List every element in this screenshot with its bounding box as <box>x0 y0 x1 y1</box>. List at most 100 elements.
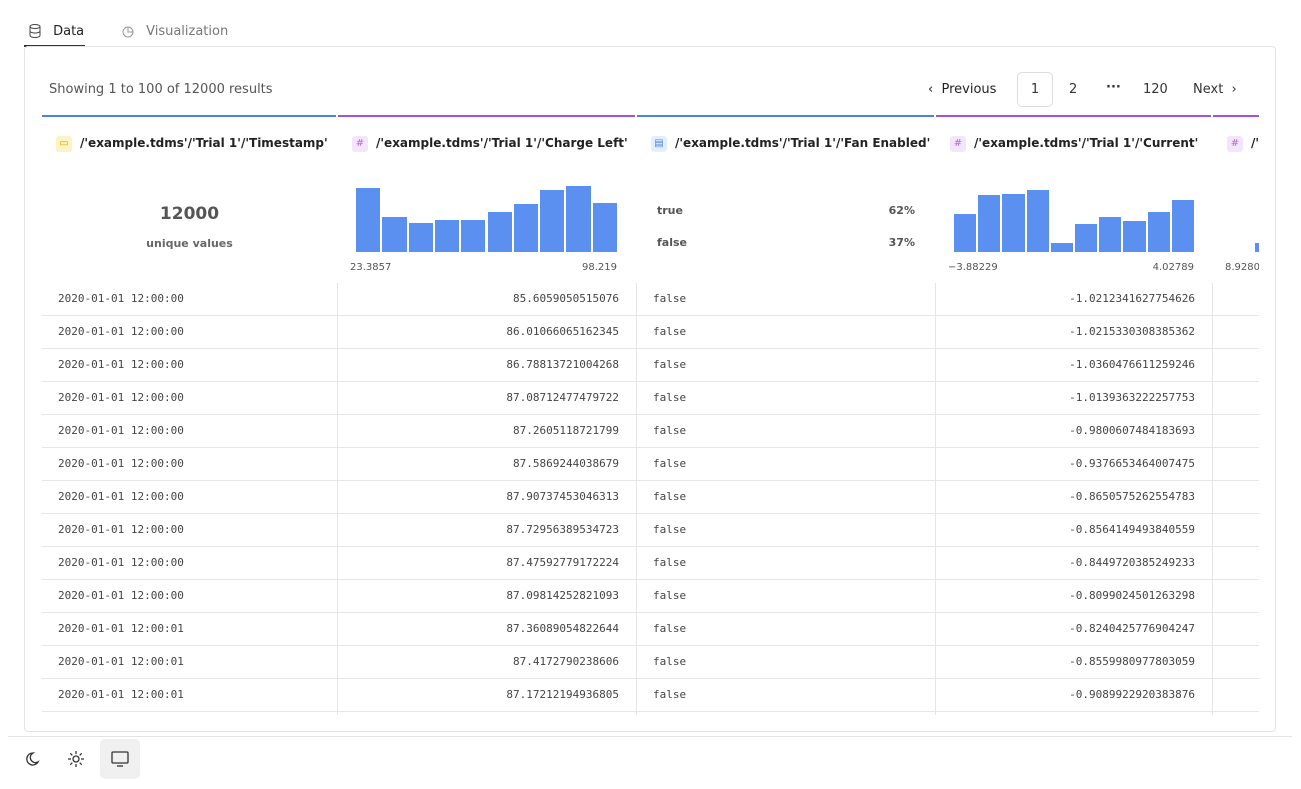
cell: 2020-01-01 12:00:00 <box>58 325 184 338</box>
histogram-bar <box>356 188 381 252</box>
previous-button[interactable]: ‹ Previous <box>928 82 997 97</box>
histogram-bar <box>1026 190 1049 252</box>
visualization-tab[interactable]: Visualization <box>121 20 228 39</box>
histogram-bar <box>566 186 591 252</box>
cell: 2020-01-01 12:00:01 <box>58 688 184 701</box>
dark-mode-button[interactable] <box>23 750 41 768</box>
column-header: /'example.tdms'/'Trial 1'/'Fan Enabled' <box>675 136 931 150</box>
row-divider <box>42 612 1259 613</box>
type-icon: # <box>950 136 966 152</box>
page-button[interactable]: 1 <box>1017 72 1053 107</box>
unique-count: 12000 <box>159 204 220 224</box>
type-icon: ▭ <box>56 136 72 152</box>
bool-label: false <box>657 236 687 249</box>
monitor-icon <box>111 751 129 767</box>
cell: -0.8564149493840559 <box>1069 523 1195 536</box>
cell: 2020-01-01 12:00:01 <box>58 655 184 668</box>
cell: false <box>653 490 687 503</box>
cell: 86.78813721004268 <box>506 358 619 371</box>
column-accent <box>1213 115 1259 117</box>
cell: -0.9800607484183693 <box>1069 424 1195 437</box>
row-divider <box>42 645 1259 646</box>
cell: -1.0139363222257753 <box>1069 391 1195 404</box>
row-divider <box>42 480 1259 481</box>
cell: 87.09814252821093 <box>506 589 619 602</box>
light-mode-button[interactable] <box>67 750 85 768</box>
column-accent <box>637 115 934 117</box>
row-divider <box>42 678 1259 679</box>
row-divider <box>42 447 1259 448</box>
divider <box>8 736 1292 737</box>
database-icon <box>29 23 41 38</box>
cell: false <box>653 424 687 437</box>
data-table: ▭ /'example.tdms'/'Trial 1'/'Timestamp' 12… <box>42 115 1259 715</box>
cell: 87.5869244038679 <box>513 457 619 470</box>
cell: -0.8650575262554783 <box>1069 490 1195 503</box>
cell: false <box>653 457 687 470</box>
cell: false <box>653 523 687 536</box>
histogram-max: 98.219 <box>582 262 617 273</box>
cell: -0.8559980977803059 <box>1069 655 1195 668</box>
histogram-bar <box>1123 221 1146 252</box>
column-accent <box>936 115 1211 117</box>
cell: false <box>653 688 687 701</box>
histogram-bar <box>1075 224 1098 252</box>
card <box>24 46 1276 732</box>
cell: 87.08712477479722 <box>506 391 619 404</box>
cell: false <box>653 622 687 635</box>
histogram-bar <box>978 195 1001 252</box>
bool-label: true <box>657 204 683 217</box>
cell: false <box>653 358 687 371</box>
next-button[interactable]: Next › <box>1193 82 1237 97</box>
histogram-bar <box>1099 217 1122 252</box>
row-divider <box>42 381 1259 382</box>
cell: false <box>653 391 687 404</box>
cell: -0.8099024501263298 <box>1069 589 1195 602</box>
cell: -0.9376653464007475 <box>1069 457 1195 470</box>
cell: -0.9089922920383876 <box>1069 688 1195 701</box>
cell: 87.36089054822644 <box>506 622 619 635</box>
histogram-bar <box>408 223 433 252</box>
histogram-bar <box>1050 243 1073 252</box>
page-button[interactable]: 2 <box>1069 82 1078 97</box>
histogram-bar <box>382 217 407 252</box>
cell: 2020-01-01 12:00:00 <box>58 424 184 437</box>
tab-label: Data <box>53 24 85 39</box>
histogram-max: 4.02789 <box>1152 262 1194 273</box>
row-divider <box>42 579 1259 580</box>
cell: 2020-01-01 12:00:00 <box>58 457 184 470</box>
type-icon: # <box>1227 136 1243 152</box>
cell: 87.90737453046313 <box>506 490 619 503</box>
cell: 87.72956389534723 <box>506 523 619 536</box>
cell: 2020-01-01 12:00:00 <box>58 292 184 305</box>
cell: -0.8449720385249233 <box>1069 556 1195 569</box>
histogram-min: 8.92804 <box>1225 262 1259 273</box>
histogram-bar <box>592 203 617 252</box>
cell: -1.0215330308385362 <box>1069 325 1195 338</box>
unique-label: unique values <box>146 237 233 250</box>
column-header: /' <box>1251 136 1259 150</box>
cell: -0.8240425776904247 <box>1069 622 1195 635</box>
cell: 2020-01-01 12:00:01 <box>58 622 184 635</box>
column-accent <box>42 115 336 117</box>
type-icon: # <box>352 136 368 152</box>
column-border <box>636 283 637 715</box>
histogram-bar <box>434 220 460 252</box>
ellipsis: ··· <box>1106 80 1121 95</box>
page-button[interactable]: 120 <box>1143 82 1168 97</box>
system-mode-button[interactable] <box>100 739 140 779</box>
cell: -1.0360476611259246 <box>1069 358 1195 371</box>
histogram-bar <box>540 190 565 252</box>
type-icon: ▤ <box>651 136 667 152</box>
cell: false <box>653 556 687 569</box>
tab-label: Visualization <box>146 24 229 39</box>
bool-percent: 62% <box>888 204 915 217</box>
histogram-min: −3.88229 <box>948 262 998 273</box>
data-tab[interactable]: Data <box>28 20 84 39</box>
cell: 2020-01-01 12:00:00 <box>58 523 184 536</box>
histogram-bar <box>1255 243 1259 252</box>
histogram-bar <box>1147 212 1170 252</box>
cell: 2020-01-01 12:00:00 <box>58 358 184 371</box>
cell: 87.2605118721799 <box>513 424 619 437</box>
